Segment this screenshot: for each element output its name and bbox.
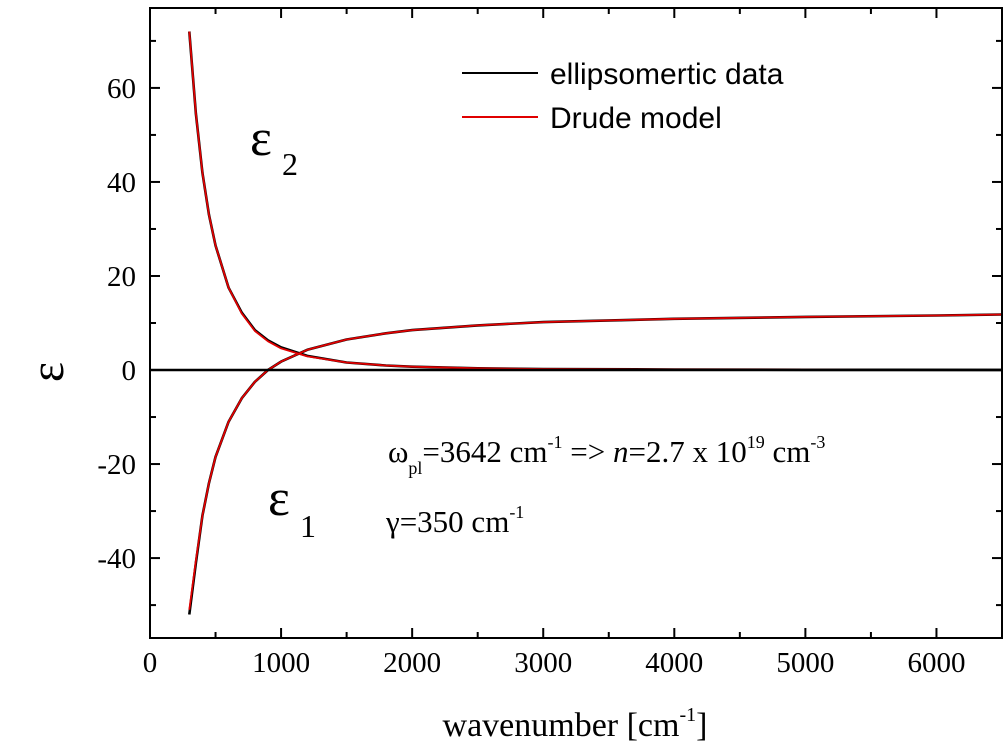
x-tick-label: 0 — [143, 647, 158, 679]
epsilon2-subscript: 2 — [282, 146, 298, 182]
x-tick-label: 2000 — [383, 647, 441, 679]
legend-label-ellipsometric: ellipsomertic data — [550, 58, 784, 91]
legend: ellipsomertic data Drude model — [462, 58, 784, 135]
x-axis-label: wavenumber [cm-1] — [443, 704, 708, 744]
arrow-text: => — [563, 434, 613, 469]
omega-symbol: ω — [388, 434, 408, 469]
y-tick-label: 60 — [107, 73, 136, 105]
y-tick-label: 20 — [107, 261, 136, 293]
x-tick-label: 6000 — [907, 647, 965, 679]
n-unit-exponent: -3 — [810, 432, 825, 452]
omega-value: =3642 cm — [422, 434, 547, 469]
gamma-value: =350 cm — [400, 504, 510, 539]
gamma-symbol: γ — [385, 504, 400, 539]
y-tick-label: 40 — [107, 167, 136, 199]
axis-ticks: 0 1000 2000 3000 4000 5000 6000 -40 -20 0 20 40 60 — [97, 8, 1003, 679]
epsilon1-symbol: ε — [268, 470, 290, 527]
x-tick-label: 3000 — [514, 647, 572, 679]
epsilon1-label: ε 1 — [268, 470, 316, 544]
gamma-exponent: -1 — [509, 502, 524, 522]
x-axis-label-tail: ] — [696, 707, 707, 744]
n-unit: cm — [765, 434, 811, 469]
epsilon2-symbol: ε — [250, 110, 272, 167]
n-exponent: 19 — [747, 432, 765, 452]
y-axis-label: ε — [21, 362, 74, 382]
drude-curve-eps1 — [188, 313, 1003, 610]
y-tick-label: -40 — [97, 543, 136, 575]
epsilon1-subscript: 1 — [300, 508, 316, 544]
x-tick-label: 1000 — [252, 647, 310, 679]
x-tick-label: 5000 — [776, 647, 834, 679]
x-axis-label-text: wavenumber [cm — [443, 707, 680, 744]
damping-annotation: γ=350 cm-1 — [385, 502, 524, 539]
n-symbol: n — [613, 434, 629, 469]
y-tick-label: -20 — [97, 449, 136, 481]
x-axis-label-exponent: -1 — [679, 704, 696, 726]
omega-unit-exponent: -1 — [548, 432, 563, 452]
epsilon2-label: ε 2 — [250, 110, 298, 182]
y-tick-label: 0 — [122, 355, 137, 387]
legend-label-drude: Drude model — [550, 102, 722, 135]
plot-frame — [149, 7, 1003, 639]
x-tick-label: 4000 — [645, 647, 703, 679]
n-value: =2.7 x 10 — [629, 434, 747, 469]
omega-subscript: pl — [408, 458, 422, 478]
plasma-frequency-annotation: ωpl=3642 cm-1 => n=2.7 x 1019 cm-3 — [388, 432, 825, 478]
